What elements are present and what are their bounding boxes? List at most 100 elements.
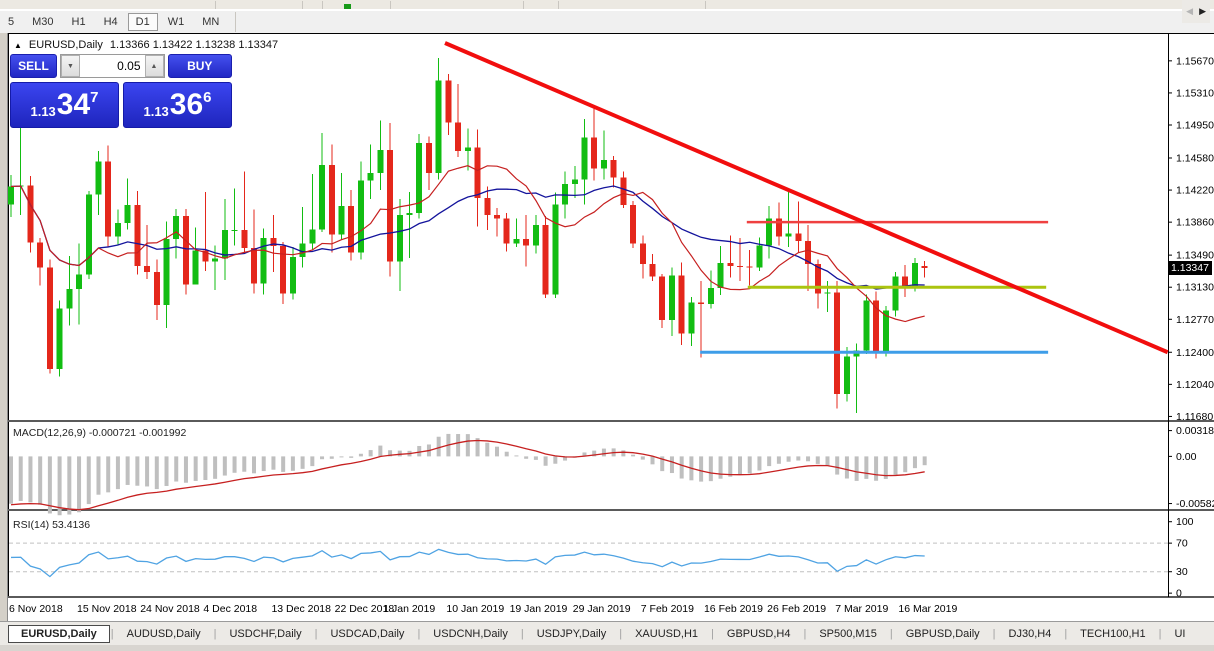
tab-bar-divider [0,621,1214,622]
volume-decrease-button[interactable]: ▼ [61,55,80,77]
svg-text:1 Jan 2019: 1 Jan 2019 [383,603,435,615]
rsi-pane: 100 70 30 0 [9,516,1194,600]
chart-symbol-label: EURUSD,Daily [28,39,103,51]
sell-button[interactable]: SELL [10,54,57,78]
toolbar-separator [390,1,391,9]
timeframe-button-H4[interactable]: H4 [103,16,118,28]
toolbar-separator [215,1,216,9]
buy-price-big-digits: 36 [169,88,204,121]
collapse-triangle-icon[interactable]: ▲ [14,40,22,50]
candlestick-series [8,58,928,413]
toolbar-separator [302,1,303,9]
svg-text:1.13130: 1.13130 [1176,282,1214,294]
buy-price-pip-digit: 6 [203,88,212,106]
tab-separator: | [110,627,114,640]
chart-tab-audusd-daily[interactable]: AUDUSD,Daily [126,627,201,640]
svg-text:26 Feb 2019: 26 Feb 2019 [767,603,826,615]
chart-tab-usdcad-daily[interactable]: USDCAD,Daily [330,627,405,640]
macd-indicator-label: MACD(12,26,9) -0.000721 -0.001992 [13,427,187,439]
volume-stepper: ▼ 0.05 ▲ [60,54,165,78]
timeframe-button-W1[interactable]: W1 [167,16,185,28]
svg-text:0.003185: 0.003185 [1176,425,1214,437]
sell-price-prefix: 1.13 [30,103,56,119]
svg-text:1.14950: 1.14950 [1176,120,1214,132]
trade-panel-price-row: 1.13 34 7 1.13 36 6 [10,82,232,128]
svg-text:1.13860: 1.13860 [1176,217,1214,229]
svg-text:0: 0 [1176,588,1182,600]
date-axis: 6 Nov 2018 15 Nov 2018 24 Nov 2018 4 Dec 20… [9,603,957,615]
svg-text:1.14220: 1.14220 [1176,185,1214,197]
sell-price-big-digits: 34 [56,88,91,121]
svg-text:16 Mar 2019: 16 Mar 2019 [898,603,957,615]
tab-separator: | [711,627,714,640]
svg-text:1.12400: 1.12400 [1176,347,1214,359]
timeframe-button-H1[interactable]: H1 [71,16,86,28]
svg-text:-0.005827: -0.005827 [1176,498,1214,510]
sell-price-button[interactable]: 1.13 34 7 [10,82,119,128]
chart-tab-dj30-h4[interactable]: DJ30,H4 [1008,627,1052,640]
buy-button[interactable]: BUY [167,54,233,78]
tab-scroll-controls: ◀ ▶ [1182,0,1210,23]
chart-tab-xauusd-h1[interactable]: XAUUSD,H1 [635,627,699,640]
svg-text:1.13490: 1.13490 [1176,250,1214,262]
trade-panel-top-row: SELL ▼ 0.05 ▲ BUY [10,54,233,78]
buy-price-button[interactable]: 1.13 36 6 [123,82,232,128]
upper-toolbar-strip [0,0,1214,10]
svg-text:19 Jan 2019: 19 Jan 2019 [510,603,568,615]
tab-separator: | [213,627,217,640]
timeframe-button-5[interactable]: 5 [8,16,15,28]
chart-objects[interactable] [444,41,1169,355]
tab-separator: | [803,627,807,640]
svg-text:7 Feb 2019: 7 Feb 2019 [641,603,694,615]
timeframe-button-M30[interactable]: M30 [32,16,54,28]
chart-tab-eurusd-daily[interactable]: EURUSD,Daily [8,624,110,643]
svg-text:16 Feb 2019: 16 Feb 2019 [704,603,763,615]
one-click-trade-panel: SELL ▼ 0.05 ▲ BUY 1.13 34 7 1.13 36 6 [10,54,233,128]
chart-tab-usdcnh-daily[interactable]: USDCNH,Daily [433,627,508,640]
chart-frame [8,33,1214,598]
chart-tab-tech100-h1[interactable]: TECH100,H1 [1080,627,1146,640]
toolbar-separator [558,1,559,9]
tab-separator: | [1064,627,1068,640]
descending-trendline[interactable] [444,41,1169,355]
rsi-indicator-label: RSI(14) 53.4136 [13,519,91,531]
macd-pane: 0.003185 0.00 -0.005827 [9,425,1214,516]
svg-text:6 Nov 2018: 6 Nov 2018 [9,603,63,615]
tab-separator: | [314,627,318,640]
svg-text:4 Dec 2018: 4 Dec 2018 [203,603,257,615]
tab-scroll-right-icon[interactable]: ▶ [1199,6,1206,16]
chart-tab-gbpusd-h4[interactable]: GBPUSD,H4 [726,627,791,640]
svg-text:1.11680: 1.11680 [1176,411,1213,423]
svg-text:7 Mar 2019: 7 Mar 2019 [835,603,888,615]
volume-increase-button[interactable]: ▲ [144,55,164,77]
chart-tab-ui[interactable]: UI [1174,627,1186,640]
chart-tab-usdjpy-daily[interactable]: USDJPY,Daily [536,627,607,640]
svg-text:13 Dec 2018: 13 Dec 2018 [271,603,331,615]
svg-text:1.15670: 1.15670 [1176,55,1214,67]
chart-tab-gbpusd-daily[interactable]: GBPUSD,Daily [905,627,980,640]
price-axis: 1.15670 1.15310 1.14950 1.14580 1.14220 1.138… [1168,55,1214,423]
tab-separator: | [417,627,421,640]
svg-text:1.15310: 1.15310 [1176,87,1214,99]
chart-tab-sp500-m15[interactable]: SP500,M15 [819,627,877,640]
svg-text:22 Dec 2018: 22 Dec 2018 [335,603,395,615]
svg-text:1.12770: 1.12770 [1176,314,1214,326]
volume-input[interactable]: 0.05 [117,59,141,73]
tab-separator: | [520,627,524,640]
timeframe-button-MN[interactable]: MN [202,16,220,28]
timeframe-button-D1[interactable]: D1 [127,13,158,31]
chart-tab-bar: EURUSD,Daily | AUDUSD,Daily | USDCHF,Daily | U… [0,622,1214,645]
svg-text:30: 30 [1176,566,1188,578]
svg-text:0.00: 0.00 [1176,451,1197,463]
svg-text:24 Nov 2018: 24 Nov 2018 [140,603,200,615]
chart-ohlc-values: 1.13366 1.13422 1.13238 1.13347 [109,39,279,51]
chart-tab-usdchf-daily[interactable]: USDCHF,Daily [229,627,302,640]
svg-text:10 Jan 2019: 10 Jan 2019 [446,603,504,615]
tab-separator: | [889,627,893,640]
tab-separator: | [619,627,623,640]
svg-text:29 Jan 2019: 29 Jan 2019 [573,603,631,615]
tab-scroll-left-icon[interactable]: ◀ [1186,6,1194,16]
bottom-scroll-strip [0,645,1214,651]
